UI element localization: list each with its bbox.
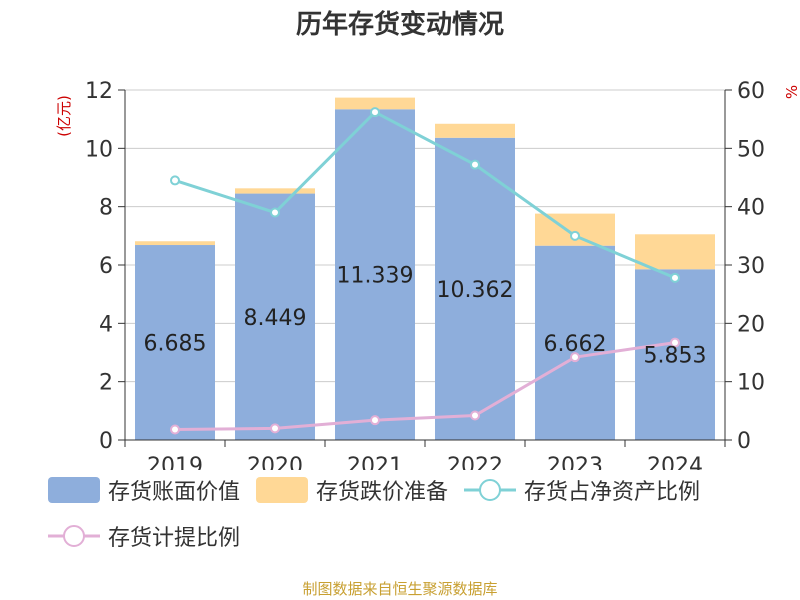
legend-row-2: 存货计提比例 <box>48 516 788 556</box>
x-tick-label: 2019 <box>147 454 203 470</box>
x-tick-label: 2020 <box>247 454 303 470</box>
data-labels: 6.685 8.449 11.339 10.362 6.662 5.853 <box>144 264 707 369</box>
point-net-asset-ratio <box>270 207 280 218</box>
bar-value-label: 10.362 <box>437 278 514 303</box>
legend-label-impairment: 存货跌价准备 <box>316 480 449 505</box>
bar-book-value <box>535 245 615 440</box>
source-footer: 制图数据来自恒生聚源数据库 <box>302 580 498 598</box>
chart-title: 历年存货变动情况 <box>296 9 504 40</box>
bar-impairment <box>535 213 615 246</box>
legend-swatch-impairment <box>256 477 309 503</box>
y-axis-label: (亿元) <box>55 95 73 137</box>
legend-label-provision-ratio: 存货计提比例 <box>108 526 241 551</box>
legend-swatch-net-asset-ratio <box>464 479 517 501</box>
bar-value-label: 5.853 <box>644 344 707 369</box>
bar-impairment <box>635 234 715 270</box>
y-tick-label: 8 <box>99 196 113 221</box>
x-tick-label: 2023 <box>547 454 603 470</box>
bar-book-value <box>135 245 215 440</box>
point-provision-ratio <box>570 352 580 363</box>
bar-impairment <box>335 97 415 110</box>
y-tick-label: 12 <box>85 79 113 104</box>
bar-value-label: 6.662 <box>544 332 607 357</box>
line-provision-ratio <box>174 341 676 431</box>
point-provision-ratio <box>370 415 380 426</box>
y-tick-label: 10 <box>85 137 113 162</box>
bar-value-label: 11.339 <box>337 264 414 289</box>
legend-label-net-asset-ratio: 存货占净资产比例 <box>524 480 701 505</box>
bar-book-value <box>635 269 715 440</box>
bar-series <box>135 97 715 440</box>
point-provision-ratio <box>670 337 680 348</box>
bar-impairment <box>135 241 215 246</box>
bar-impairment <box>235 188 315 194</box>
x-tick-label: 2021 <box>347 454 403 470</box>
bar-impairment <box>435 123 515 138</box>
y-tick-label: 0 <box>99 429 113 454</box>
y2-tick-label: 30 <box>737 254 765 279</box>
point-net-asset-ratio <box>670 272 680 283</box>
legend: 存货账面价值 存货跌价准备 存货占净资产比例 存货计提比例 <box>48 470 788 562</box>
x-tick-label: 2022 <box>447 454 503 470</box>
line-series <box>170 107 680 435</box>
bar-book-value <box>435 137 515 440</box>
point-net-asset-ratio <box>370 107 380 118</box>
axes: 0 2 4 6 8 10 12 0 10 20 30 40 50 60 2019 2020 2021 2022 20… <box>85 79 765 470</box>
bar-value-label: 8.449 <box>244 306 307 331</box>
y2-tick-label: 60 <box>737 79 765 104</box>
legend-label-book-value: 存货账面价值 <box>108 480 241 505</box>
point-provision-ratio <box>270 423 280 434</box>
point-provision-ratio <box>470 410 480 421</box>
bar-book-value <box>235 193 315 440</box>
y-tick-label: 6 <box>99 254 113 279</box>
y-tick-label: 4 <box>99 312 113 337</box>
y2-tick-label: 0 <box>737 429 751 454</box>
legend-item-net-asset-ratio[interactable]: 存货占净资产比例 <box>464 474 700 506</box>
legend-item-book-value[interactable]: 存货账面价值 <box>48 474 240 506</box>
legend-item-impairment[interactable]: 存货跌价准备 <box>256 474 448 506</box>
point-net-asset-ratio <box>470 159 480 170</box>
y2-tick-label: 40 <box>737 196 765 221</box>
legend-swatch-book-value <box>48 477 100 503</box>
chart-svg: 历年存货变动情况 (亿元) % 0 2 4 6 8 10 12 0 10 20 30 40 50 60 20… <box>55 9 800 470</box>
line-net-asset-ratio <box>174 110 676 280</box>
y2-axis-label: % <box>783 85 800 99</box>
y2-tick-label: 50 <box>737 137 765 162</box>
x-tick-label: 2024 <box>647 454 703 470</box>
legend-row-1: 存货账面价值 存货跌价准备 存货占净资产比例 <box>48 470 788 510</box>
legend-swatch-provision-ratio <box>48 525 100 547</box>
bar-book-value <box>335 109 415 440</box>
legend-item-provision-ratio[interactable]: 存货计提比例 <box>48 520 240 552</box>
grid-lines <box>125 89 725 441</box>
y2-tick-label: 10 <box>737 371 765 396</box>
bar-value-label: 6.685 <box>144 332 207 357</box>
point-net-asset-ratio <box>170 175 180 186</box>
y-tick-label: 2 <box>99 371 113 396</box>
y2-tick-label: 20 <box>737 312 765 337</box>
point-net-asset-ratio <box>570 230 580 241</box>
point-provision-ratio <box>170 424 180 435</box>
